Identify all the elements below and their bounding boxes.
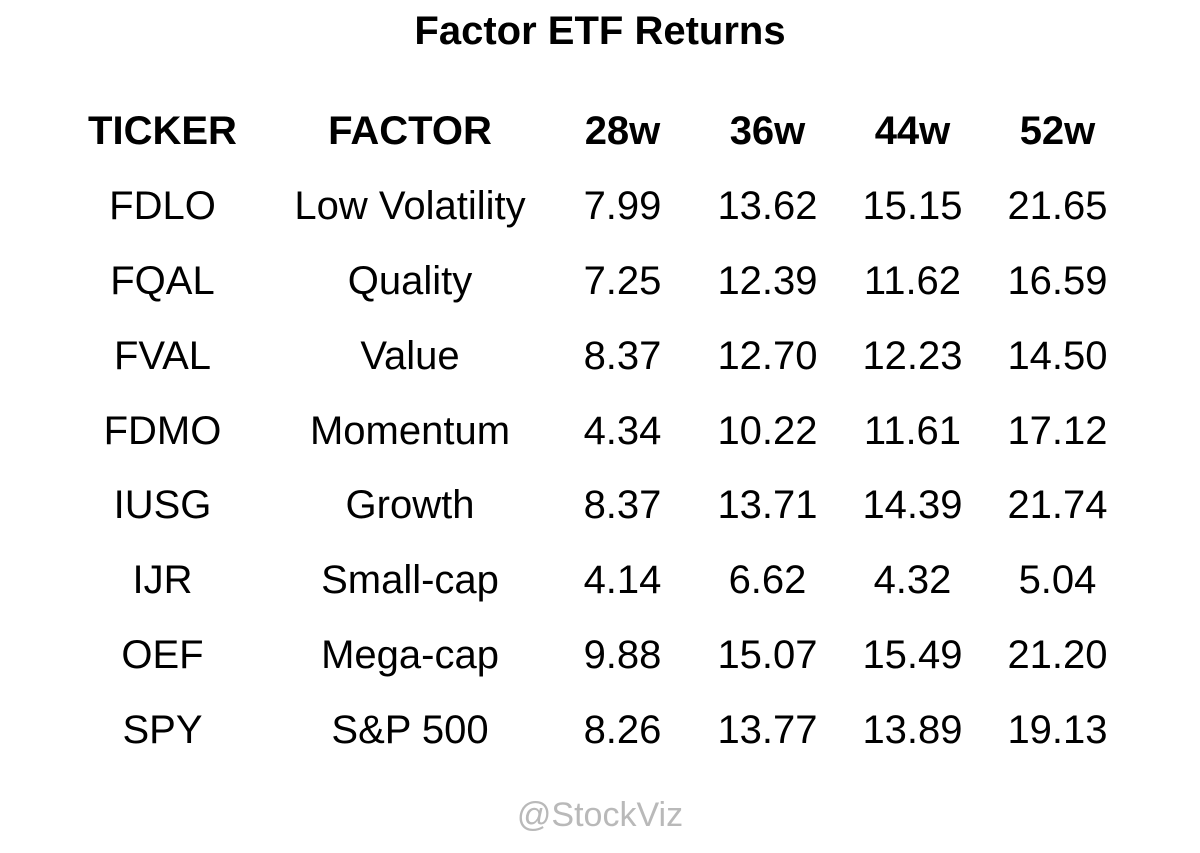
return-44w-cell: 13.89: [862, 707, 963, 752]
return-52w-cell: 19.13: [1007, 707, 1108, 752]
return-36w-cell: 13.77: [717, 707, 818, 752]
ticker-cell: FDLO: [109, 184, 216, 229]
return-36w-cell: 10.22: [717, 408, 818, 453]
table-row: SPY S&P 500 8.26 13.77 13.89 19.13: [55, 692, 1130, 767]
ticker-cell: IJR: [132, 558, 193, 603]
returns-table: TICKER FACTOR 28w 36w 44w 52w FDLO Low Vo…: [55, 94, 1130, 767]
column-header-ticker: TICKER: [88, 109, 237, 154]
return-44w-cell: 14.39: [862, 483, 963, 528]
return-36w-cell: 13.71: [717, 483, 818, 528]
table-row: FQAL Quality 7.25 12.39 11.62 16.59: [55, 244, 1130, 319]
return-36w-cell: 6.62: [728, 558, 807, 603]
return-52w-cell: 16.59: [1007, 258, 1108, 303]
return-52w-cell: 17.12: [1007, 408, 1108, 453]
table-body: FDLO Low Volatility 7.99 13.62 15.15 21.65 FQA…: [55, 169, 1130, 767]
return-28w-cell: 7.25: [583, 258, 662, 303]
table-row: IJR Small-cap 4.14 6.62 4.32 5.04: [55, 543, 1130, 618]
return-44w-cell: 4.32: [873, 558, 952, 603]
factor-cell: Small-cap: [321, 558, 499, 603]
ticker-cell: OEF: [121, 632, 204, 677]
ticker-cell: IUSG: [113, 483, 212, 528]
column-header-factor: FACTOR: [328, 109, 492, 154]
table-row: FDMO Momentum 4.34 10.22 11.61 17.12: [55, 393, 1130, 468]
factor-cell: Quality: [347, 258, 473, 303]
return-44w-cell: 15.49: [862, 632, 963, 677]
return-36w-cell: 12.39: [717, 258, 818, 303]
return-28w-cell: 8.37: [583, 333, 662, 378]
ticker-cell: SPY: [122, 707, 203, 752]
watermark: @StockViz: [516, 796, 684, 834]
ticker-cell: FQAL: [110, 258, 215, 303]
table-row: FDLO Low Volatility 7.99 13.62 15.15 21.65: [55, 169, 1130, 244]
return-28w-cell: 4.34: [583, 408, 662, 453]
return-52w-cell: 5.04: [1018, 558, 1097, 603]
return-52w-cell: 21.65: [1007, 184, 1108, 229]
return-52w-cell: 21.74: [1007, 483, 1108, 528]
return-36w-cell: 12.70: [717, 333, 818, 378]
return-28w-cell: 7.99: [583, 184, 662, 229]
column-header-44w: 44w: [874, 109, 951, 154]
return-28w-cell: 8.37: [583, 483, 662, 528]
ticker-cell: FDMO: [103, 408, 222, 453]
factor-cell: Mega-cap: [321, 632, 499, 677]
return-36w-cell: 13.62: [717, 184, 818, 229]
column-header-52w: 52w: [1019, 109, 1096, 154]
return-28w-cell: 8.26: [583, 707, 662, 752]
column-header-36w: 36w: [729, 109, 806, 154]
table-row: FVAL Value 8.37 12.70 12.23 14.50: [55, 318, 1130, 393]
column-header-28w: 28w: [584, 109, 661, 154]
return-52w-cell: 21.20: [1007, 632, 1108, 677]
return-44w-cell: 15.15: [862, 184, 963, 229]
return-44w-cell: 11.61: [863, 408, 962, 453]
table-row: IUSG Growth 8.37 13.71 14.39 21.74: [55, 468, 1130, 543]
return-44w-cell: 11.62: [863, 258, 962, 303]
factor-cell: Momentum: [309, 408, 511, 453]
table-header-row: TICKER FACTOR 28w 36w 44w 52w: [55, 94, 1130, 169]
page-title: Factor ETF Returns: [414, 9, 786, 53]
return-28w-cell: 4.14: [583, 558, 662, 603]
factor-cell: Low Volatility: [294, 184, 526, 229]
return-36w-cell: 15.07: [717, 632, 818, 677]
return-52w-cell: 14.50: [1007, 333, 1108, 378]
table-row: OEF Mega-cap 9.88 15.07 15.49 21.20: [55, 618, 1130, 693]
factor-cell: Value: [360, 333, 460, 378]
return-28w-cell: 9.88: [583, 632, 662, 677]
ticker-cell: FVAL: [113, 333, 212, 378]
return-44w-cell: 12.23: [862, 333, 963, 378]
factor-cell: Growth: [345, 483, 475, 528]
factor-cell: S&P 500: [331, 707, 489, 752]
